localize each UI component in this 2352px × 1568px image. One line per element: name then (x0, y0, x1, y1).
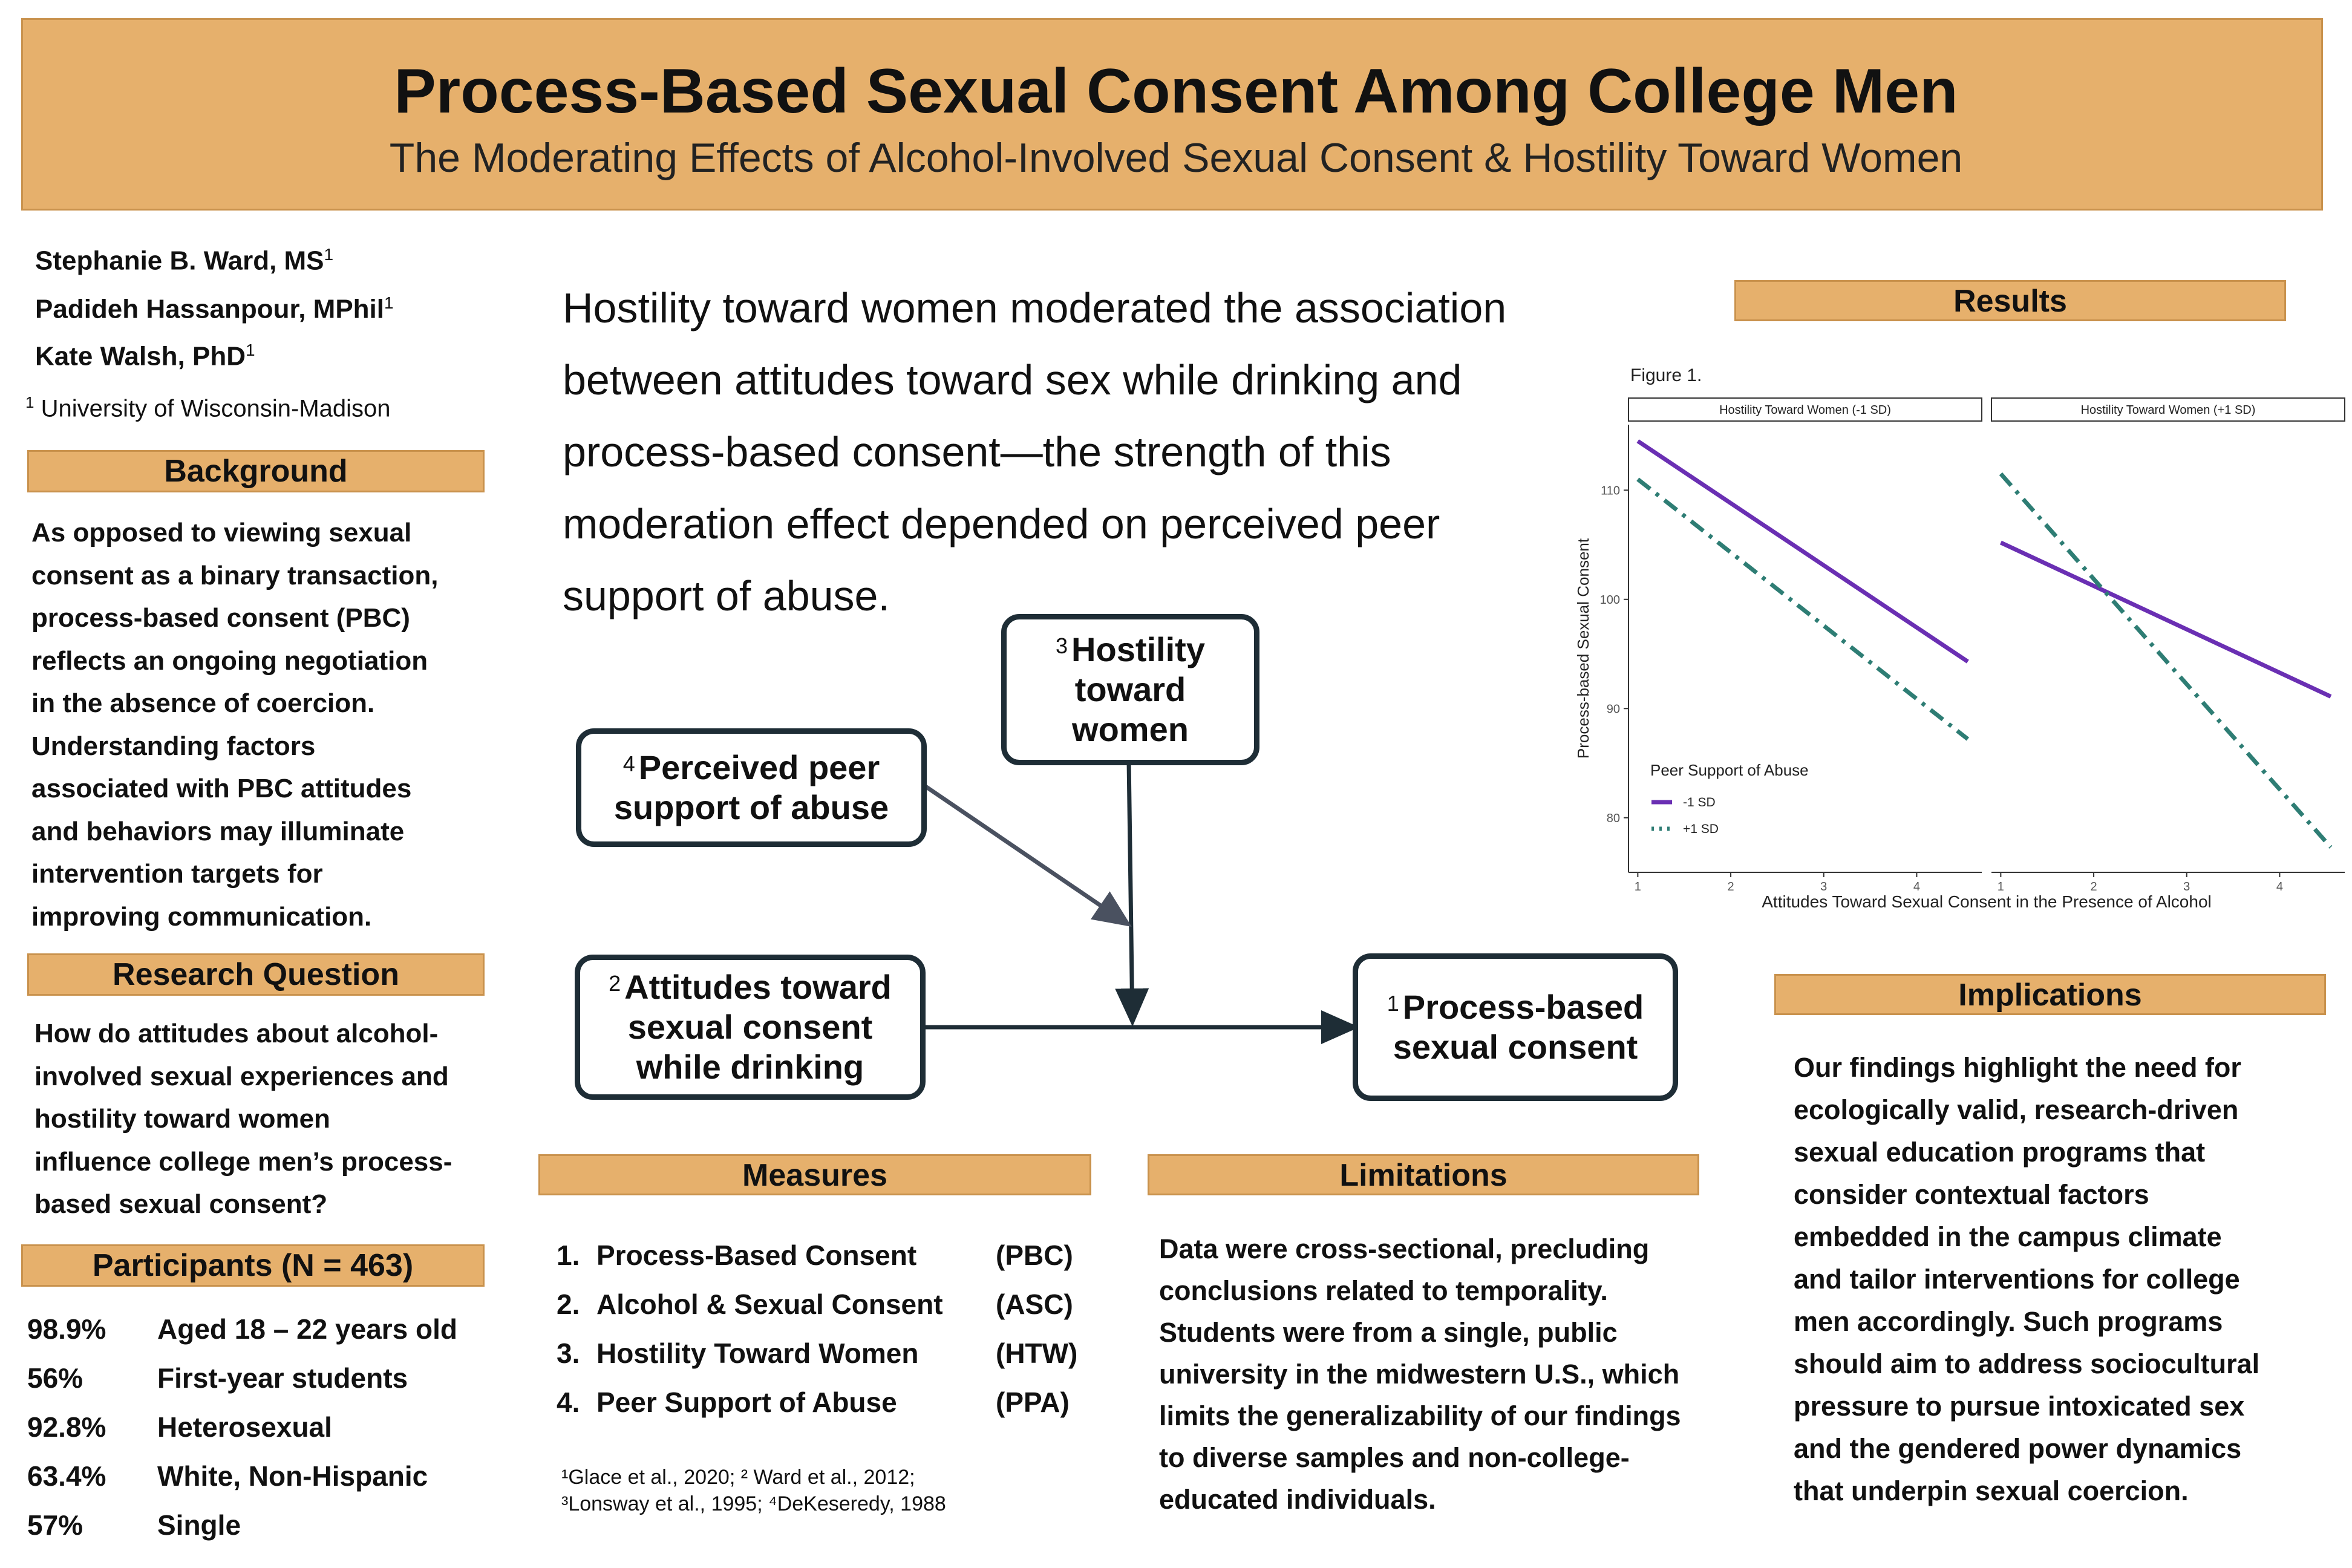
legend-label-minus: -1 SD (1683, 795, 1716, 809)
x-tick-label: 2 (2090, 880, 2097, 893)
series-line-plus-1sd (1999, 472, 2333, 849)
peer-moderator-arrow (924, 785, 1132, 927)
y-tick-label: 90 (1607, 702, 1620, 716)
x-axis-label: Attitudes Toward Sexual Consent in the P… (1762, 892, 2212, 911)
results-heading: Results (1734, 280, 2286, 321)
series-line-minus-1sd (1636, 439, 1969, 664)
measures-heading: Measures (538, 1154, 1091, 1195)
measure-item: 4. Peer Support of Abuse (PPA) (557, 1387, 1070, 1418)
series-line-plus-1sd (1636, 477, 1970, 741)
x-tick-label: 1 (1635, 880, 1641, 893)
x-tick-label: 2 (1727, 880, 1734, 893)
affiliation: 1 University of Wisconsin-Madison (25, 393, 391, 422)
header-banner (21, 18, 2323, 211)
limitations-text: Data were cross-sectional, precluding con… (1159, 1233, 1681, 1515)
key-finding: Hostility toward women moderated the ass… (563, 284, 1507, 619)
node-peer-support: 4 Perceived peer support of abuse (576, 728, 927, 847)
y-axis-label: Process-based Sexual Consent (1574, 538, 1592, 759)
node-hostility: 3 Hostility toward women (1001, 614, 1259, 765)
hostility-moderator-arrow (1115, 760, 1149, 1027)
measure-item: 1. Process-Based Consent (PBC) (557, 1240, 1073, 1271)
facet-strip-label: Hostility Toward Women (-1 SD) (1719, 403, 1891, 417)
x-tick-label: 4 (2276, 880, 2283, 893)
x-tick-label: 3 (1820, 880, 1827, 893)
y-tick-label: 110 (1601, 484, 1620, 497)
series-line-minus-1sd (1999, 540, 2332, 699)
author-2: Padideh Hassanpour, MPhil1 (35, 293, 394, 324)
research-question-text: How do attitudes about alcohol-involved … (34, 1019, 452, 1219)
author-3: Kate Walsh, PhD1 (35, 341, 255, 371)
measure-item: 2. Alcohol & Sexual Consent (ASC) (557, 1289, 1073, 1320)
limitations-heading: Limitations (1148, 1154, 1699, 1195)
participant-row: 98.9% Aged 18 – 22 years old (27, 1313, 458, 1345)
measure-references: ¹Glace et al., 2020; ² Ward et al., 2012… (561, 1466, 946, 1515)
background-text: As opposed to viewing sexual consent as a… (31, 518, 439, 932)
author-1: Stephanie B. Ward, MS1 (35, 245, 334, 276)
participant-row: 56% First-year students (27, 1362, 408, 1394)
poster-title: Process-Based Sexual Consent Among Colle… (394, 56, 1958, 126)
x-tick-label: 4 (1913, 880, 1920, 893)
participant-row: 63.4% White, Non-Hispanic (27, 1460, 428, 1492)
participants-heading: Participants (N = 463) (21, 1244, 485, 1287)
participant-row: 57% Single (27, 1509, 241, 1541)
research-question-heading: Research Question (27, 953, 485, 996)
implications-text: Our findings highlight the need for ecolo… (1794, 1052, 2260, 1506)
node-attitudes: 2 Attitudes toward sexual consent while dri… (575, 955, 926, 1100)
node-outcome: 1 Process-based sexual consent (1353, 953, 1678, 1101)
figure-1-chart: Figure 1. Hostility Toward Women (-1 SD) 8… (1574, 365, 2345, 911)
background-heading: Background (27, 450, 485, 492)
figure-label: Figure 1. (1630, 365, 1702, 385)
participant-row: 92.8% Heterosexual (27, 1411, 332, 1443)
x-tick-label: 3 (2183, 880, 2190, 893)
legend-title: Peer Support of Abuse (1650, 761, 1809, 779)
facet-strip (1628, 397, 1982, 422)
facet-strip-label: Hostility Toward Women (+1 SD) (2081, 403, 2256, 417)
measure-item: 3. Hostility Toward Women (HTW) (557, 1338, 1078, 1369)
implications-heading: Implications (1774, 974, 2326, 1015)
facet-strip (1991, 397, 2345, 422)
y-tick-label: 100 (1600, 593, 1620, 607)
poster-subtitle: The Moderating Effects of Alcohol-Involv… (389, 135, 1963, 181)
y-tick-label: 80 (1607, 812, 1620, 825)
x-tick-label: 1 (1998, 880, 2004, 893)
legend-label-plus: +1 SD (1683, 822, 1719, 836)
